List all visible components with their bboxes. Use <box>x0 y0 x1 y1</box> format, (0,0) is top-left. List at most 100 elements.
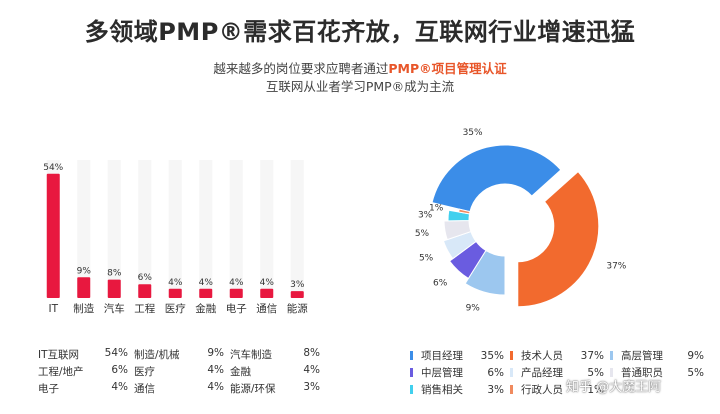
bar-data-label: 4% <box>260 278 275 288</box>
legend-value: 5% <box>687 366 704 379</box>
bar-background <box>77 160 91 298</box>
stats-cell: IT互联网 54% <box>38 347 134 364</box>
legend-swatch <box>510 368 513 377</box>
legend-swatch <box>510 385 513 394</box>
subtitle-highlight: PMP®项目管理认证 <box>388 61 507 76</box>
stats-row: IT互联网 54% 制造/机械 9% 汽车制造 8% <box>38 347 328 364</box>
stats-cell: 汽车制造 8% <box>230 347 326 364</box>
legend-value: 6% <box>487 366 504 379</box>
legend-label: 普通职员 <box>621 367 663 379</box>
role-donut-chart: 35% 37% 9% 6% 5% 5% 3%1% <box>415 128 627 314</box>
slice-data-label: 1% <box>429 203 444 213</box>
legend-item: 产品经理 5% <box>510 364 610 381</box>
bar-background <box>229 160 243 298</box>
donut-slice <box>517 170 600 308</box>
legend-item: 中层管理 6% <box>410 364 510 381</box>
stats-row: 电子 4% 通信 4% 能源/环保 3% <box>38 381 328 398</box>
stats-name: 医疗 <box>134 366 155 378</box>
bar-data-label: 3% <box>290 280 305 290</box>
bar <box>290 291 304 298</box>
legend-row: 项目经理 35% 技术人员 37% 高层管理 9% <box>410 347 710 364</box>
stats-name: 电子 <box>38 383 59 395</box>
stats-name: IT互联网 <box>38 349 80 361</box>
bar-background <box>199 160 213 298</box>
stats-cell: 工程/地产 6% <box>38 364 134 381</box>
bar-category-label: 汽车 <box>104 302 125 315</box>
bar-category-label: 金融 <box>195 302 216 315</box>
bar <box>77 277 91 298</box>
legend-swatch <box>510 351 513 360</box>
donut-slice <box>431 144 562 213</box>
legend-swatch <box>410 368 413 377</box>
stats-value: 4% <box>303 364 320 376</box>
bar-category-label: 医疗 <box>165 302 186 315</box>
legend-item: 高层管理 9% <box>610 347 710 364</box>
stats-value: 6% <box>111 364 128 376</box>
bar-background <box>290 160 304 298</box>
watermark: 知乎 @大魔王阿 <box>566 380 662 395</box>
bar-data-label: 8% <box>107 269 122 279</box>
stats-value: 3% <box>303 381 320 393</box>
stats-cell: 制造/机械 9% <box>134 347 230 364</box>
legend-label: 行政人员 <box>521 384 563 396</box>
bar <box>260 288 274 298</box>
bar-background <box>107 160 121 298</box>
bar <box>229 288 243 298</box>
legend-row: 销售相关 3% 行政人员 1% <box>410 381 710 398</box>
industry-bar-chart: 54% IT 9% 制造 8% 汽车 6% 工程 4% 医疗 4% 金融 4% 电子 4% 通信 3% 能源 <box>43 160 308 315</box>
bar-category-label: 通信 <box>256 303 277 315</box>
stats-name: 能源/环保 <box>230 383 276 395</box>
stats-value: 54% <box>104 347 128 359</box>
legend-label: 高层管理 <box>621 350 663 362</box>
legend-value: 35% <box>480 349 504 362</box>
stats-name: 工程/地产 <box>38 366 84 378</box>
bar-category-label: 电子 <box>226 302 247 315</box>
legend-swatch <box>610 351 613 360</box>
legend-value: 1% <box>587 383 604 396</box>
stats-name: 金融 <box>230 366 251 378</box>
legend-item: 技术人员 37% <box>510 347 610 364</box>
legend-swatch <box>610 368 613 377</box>
bar-data-label: 4% <box>199 278 214 288</box>
bar <box>138 284 152 298</box>
stats-name: 通信 <box>134 383 155 395</box>
bar-category-label: 能源 <box>287 302 308 315</box>
bar <box>199 288 213 298</box>
legend-label: 销售相关 <box>421 384 463 396</box>
bar-category-label: 工程 <box>134 303 155 315</box>
stats-name: 汽车制造 <box>230 349 272 361</box>
slice-data-label: 3% <box>418 210 433 220</box>
slice-data-label: 5% <box>415 229 430 239</box>
bar <box>46 173 60 298</box>
legend-swatch <box>410 385 413 394</box>
stats-value: 9% <box>207 347 224 359</box>
stats-value: 4% <box>207 381 224 393</box>
stats-cell: 医疗 4% <box>134 364 230 381</box>
bar-background <box>168 160 182 298</box>
legend-label: 产品经理 <box>521 367 563 379</box>
legend-label: 中层管理 <box>421 367 463 379</box>
bar-background <box>138 160 152 298</box>
stats-value: 4% <box>111 381 128 393</box>
legend-value: 5% <box>587 366 604 379</box>
legend-item: 行政人员 1% <box>510 381 610 398</box>
donut-slice <box>458 208 471 215</box>
slice-data-label: 35% <box>463 128 483 138</box>
bar-data-label: 54% <box>43 163 63 173</box>
legend-item: 普通职员 5% <box>610 364 710 381</box>
bar-category-label: 制造 <box>73 302 94 315</box>
stats-value: 4% <box>207 364 224 376</box>
legend-item: 项目经理 35% <box>410 347 510 364</box>
bar-background <box>260 160 274 298</box>
bar-data-label: 4% <box>229 278 244 288</box>
bar-category-label: IT <box>48 303 58 315</box>
bar-data-label: 6% <box>138 273 153 283</box>
stats-value: 8% <box>303 347 320 359</box>
role-legend: 项目经理 35% 技术人员 37% 高层管理 9% 中层管理 6% 产品经理 5% 普通职员 5% 销售… <box>410 347 710 398</box>
bar <box>107 279 121 298</box>
legend-value: 3% <box>487 383 504 396</box>
slice-data-label: 9% <box>466 303 481 313</box>
legend-value: 9% <box>687 349 704 362</box>
page-title: 多领域PMP®需求百花齐放，互联网行业增速迅猛 <box>84 18 636 46</box>
industry-stats-table: IT互联网 54% 制造/机械 9% 汽车制造 8% 工程/地产 6% 医疗 4% 金融 4% 电子 4%… <box>38 347 328 398</box>
